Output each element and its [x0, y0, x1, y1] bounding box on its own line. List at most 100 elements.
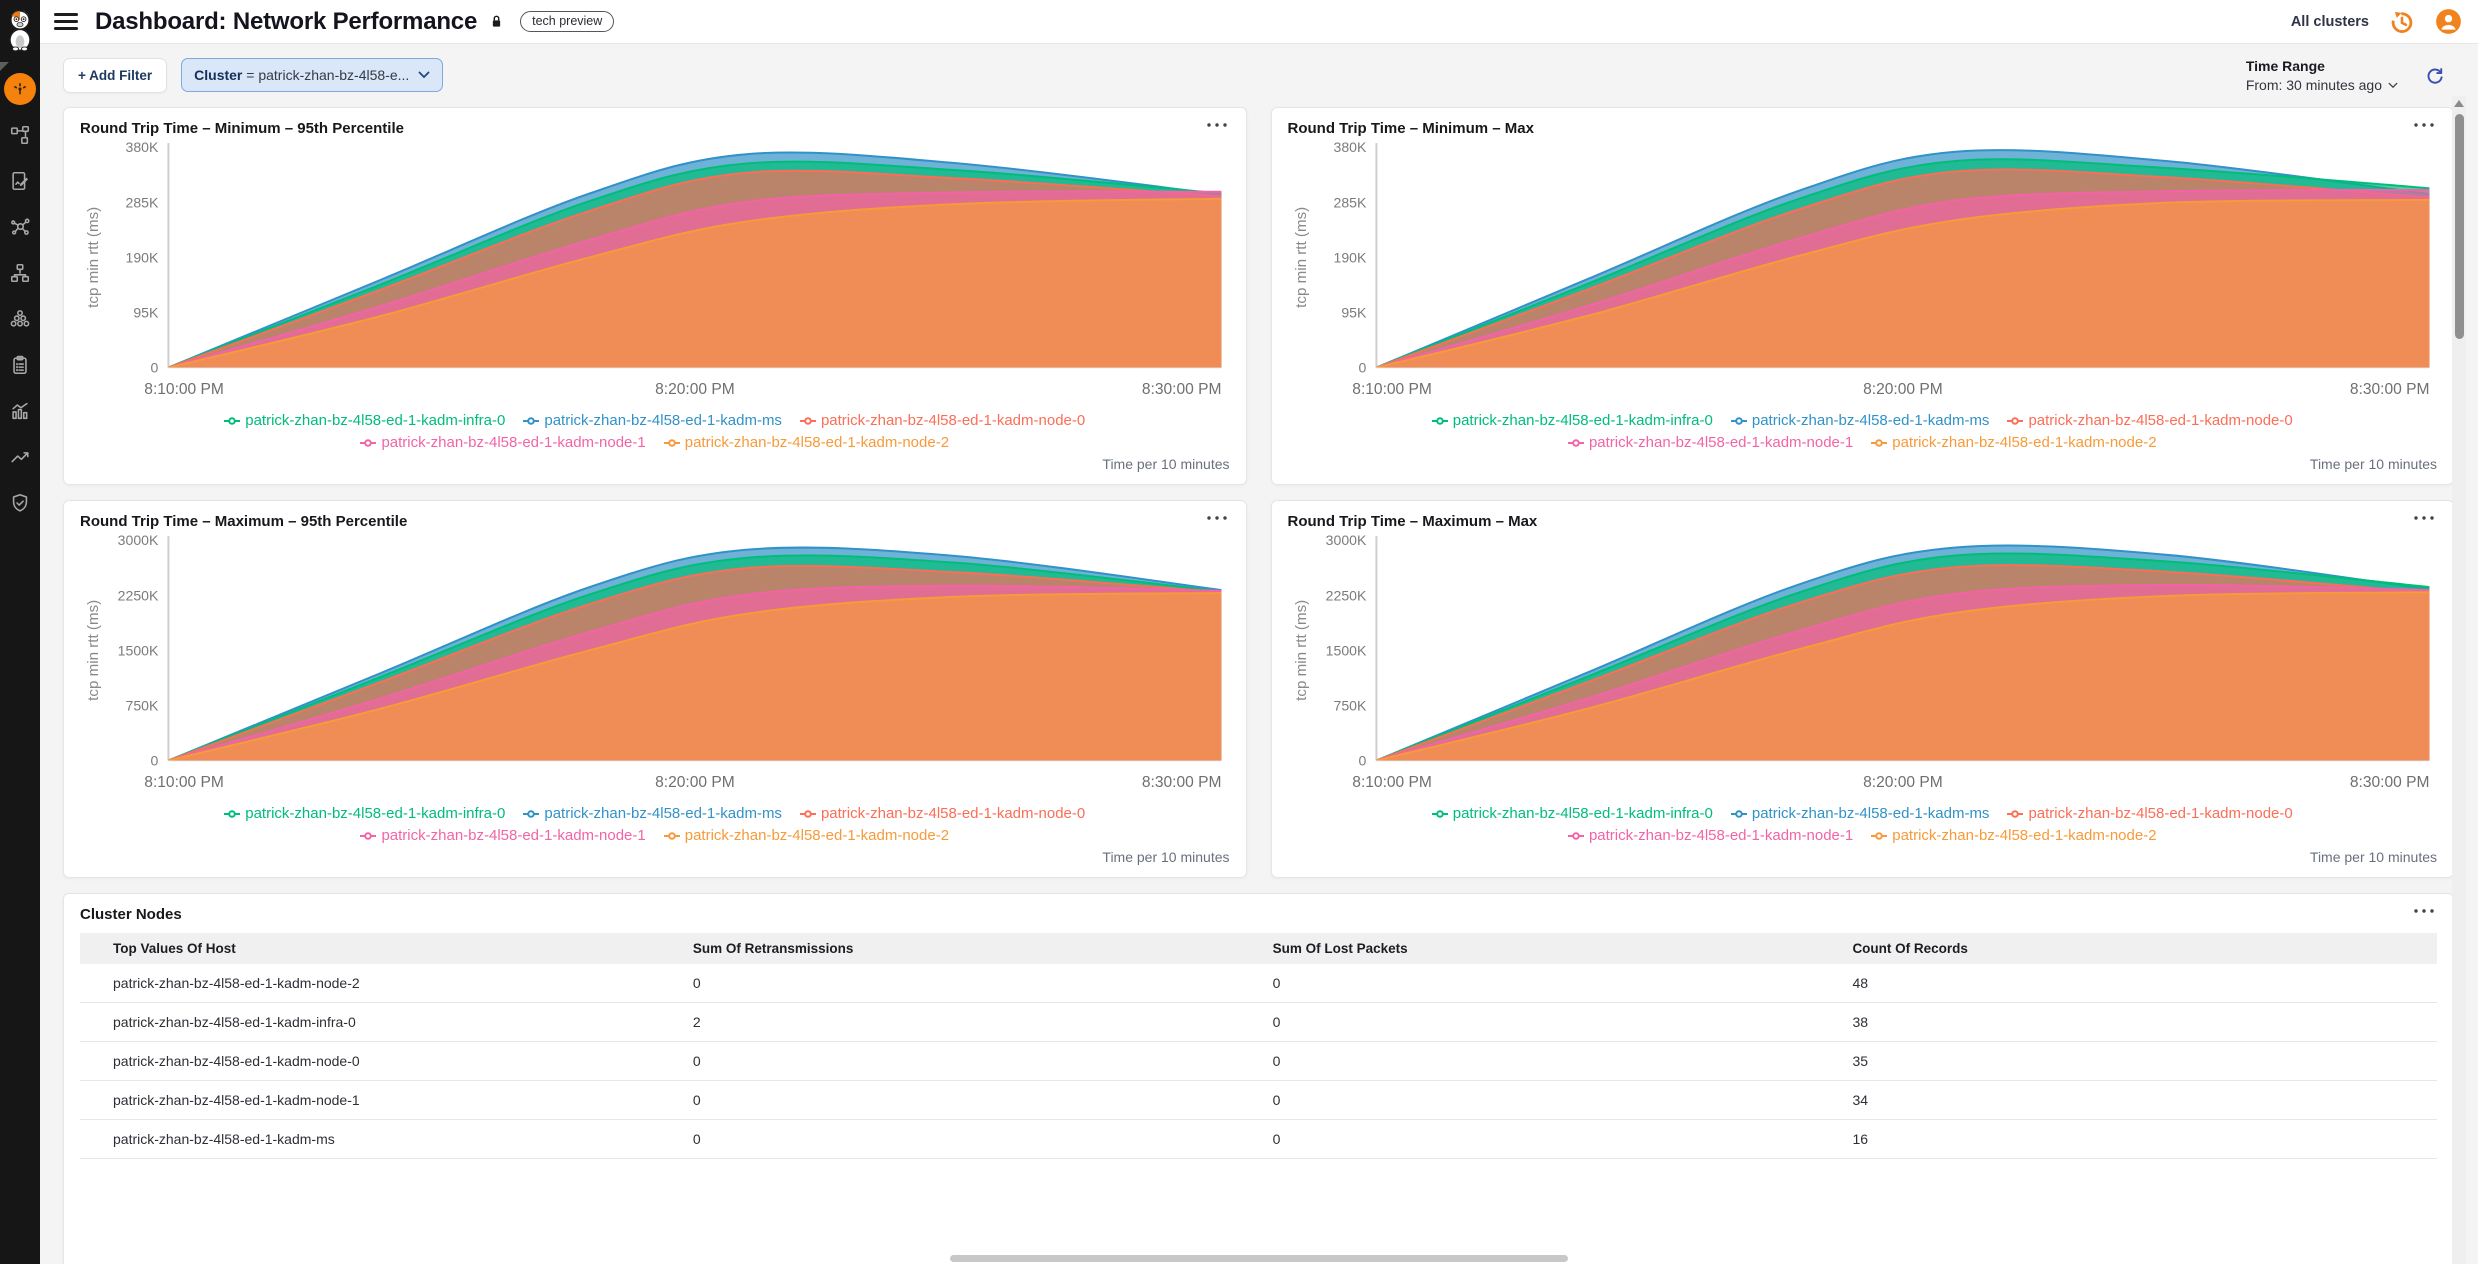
svg-text:380K: 380K — [1333, 139, 1366, 155]
legend-marker-icon — [2007, 810, 2024, 818]
legend-item[interactable]: patrick-zhan-bz-4l58-ed-1-kadm-ms — [1730, 410, 1990, 432]
area-chart[interactable]: 380K 285K 190K 95K 0 tcp min rtt (ms) 8:10:00 … — [1288, 137, 2438, 410]
legend-item[interactable]: patrick-zhan-bz-4l58-ed-1-kadm-ms — [1730, 803, 1989, 825]
legend-label: patrick-zhan-bz-4l58-ed-1-kadm-node-2 — [1892, 434, 2157, 451]
legend-item[interactable]: patrick-zhan-bz-4l58-ed-1-kadm-node-2 — [663, 825, 949, 847]
legend-item[interactable]: patrick-zhan-bz-4l58-ed-1-kadm-node-0 — [2007, 410, 2293, 432]
legend-item[interactable]: patrick-zhan-bz-4l58-ed-1-kadm-node-2 — [1871, 432, 2157, 454]
scrollbar-up-arrow[interactable] — [2454, 100, 2464, 107]
top-header: Dashboard: Network Performance tech prev… — [40, 0, 2478, 44]
legend-item[interactable]: patrick-zhan-bz-4l58-ed-1-kadm-node-1 — [1567, 432, 1853, 454]
legend-item[interactable]: patrick-zhan-bz-4l58-ed-1-kadm-node-1 — [360, 432, 646, 454]
legend-item[interactable]: patrick-zhan-bz-4l58-ed-1-kadm-infra-0 — [224, 410, 505, 432]
svg-text:95K: 95K — [1341, 304, 1367, 320]
add-filter-button[interactable]: + Add Filter — [63, 58, 168, 93]
clipboard-icon — [13, 355, 27, 375]
legend-item[interactable]: patrick-zhan-bz-4l58-ed-1-kadm-node-0 — [799, 410, 1085, 432]
table-cell: 0 — [659, 1080, 1240, 1120]
refresh-icon[interactable] — [2424, 65, 2446, 87]
panel-menu-button[interactable] — [1204, 120, 1230, 130]
cat-logo[interactable] — [2, 6, 38, 54]
legend-label: patrick-zhan-bz-4l58-ed-1-kadm-ms — [1751, 412, 1990, 429]
vertical-scrollbar-thumb[interactable] — [2454, 114, 2464, 339]
sidebar-item-inventory[interactable] — [0, 342, 40, 388]
table-cell: 0 — [1239, 1041, 1820, 1081]
sidebar-item-correlation[interactable] — [0, 204, 40, 250]
sidebar-item-reports[interactable] — [0, 158, 40, 204]
chart-panel: Round Trip Time – Maximum – 95th Percent… — [63, 500, 1247, 878]
all-clusters-selector[interactable]: All clusters — [2290, 13, 2369, 30]
shield-check-icon — [12, 493, 28, 512]
svg-text:380K: 380K — [126, 139, 159, 155]
history-icon[interactable] — [2389, 9, 2415, 35]
panel-menu-button[interactable] — [2411, 120, 2437, 130]
legend-marker-icon — [799, 810, 816, 818]
sidebar-item-security[interactable] — [0, 480, 40, 526]
charts-grid: Round Trip Time – Minimum – 95th Percent… — [63, 107, 2454, 878]
panel-menu-button[interactable] — [1204, 513, 1230, 523]
panel-menu-button[interactable] — [2411, 513, 2437, 523]
legend-item[interactable]: patrick-zhan-bz-4l58-ed-1-kadm-infra-0 — [1431, 803, 1713, 825]
legend-item[interactable]: patrick-zhan-bz-4l58-ed-1-kadm-ms — [523, 803, 782, 825]
table-column-header: Top Values Of Host — [80, 933, 660, 964]
menu-icon[interactable] — [54, 13, 78, 30]
sidebar-item-metrics[interactable] — [0, 388, 40, 434]
svg-text:8:30:00 PM: 8:30:00 PM — [1142, 381, 1222, 398]
legend-marker-icon — [663, 439, 680, 447]
svg-text:8:30:00 PM: 8:30:00 PM — [2349, 774, 2429, 791]
sidebar-item-topology[interactable] — [0, 112, 40, 158]
legend-item[interactable]: patrick-zhan-bz-4l58-ed-1-kadm-ms — [523, 410, 782, 432]
chevron-down-icon — [2388, 82, 2398, 88]
table-cell: 0 — [1239, 1002, 1820, 1042]
table-cell: 0 — [1239, 1119, 1820, 1159]
legend-marker-icon — [523, 810, 540, 818]
legend-label: patrick-zhan-bz-4l58-ed-1-kadm-node-2 — [1892, 827, 2157, 844]
table-cell: 34 — [1819, 1080, 2437, 1120]
svg-text:8:10:00 PM: 8:10:00 PM — [1352, 381, 1432, 398]
table-cell: 35 — [1819, 1041, 2437, 1081]
table-cell: patrick-zhan-bz-4l58-ed-1-kadm-node-2 — [80, 964, 660, 1003]
svg-text:2250K: 2250K — [118, 587, 159, 603]
sidebar-item-node-cluster[interactable] — [0, 296, 40, 342]
chart-title: Round Trip Time – Minimum – 95th Percent… — [80, 120, 404, 137]
horizontal-scrollbar-thumb[interactable] — [950, 1255, 1568, 1262]
filter-value: = patrick-zhan-bz-4l58-e... — [246, 67, 410, 83]
legend-item[interactable]: patrick-zhan-bz-4l58-ed-1-kadm-node-2 — [1871, 825, 2157, 847]
legend-item[interactable]: patrick-zhan-bz-4l58-ed-1-kadm-infra-0 — [1431, 410, 1713, 432]
main-area: Dashboard: Network Performance tech prev… — [40, 0, 2478, 1264]
dashboard-content: + Add Filter Cluster = patrick-zhan-bz-4… — [40, 44, 2478, 1264]
legend-label: patrick-zhan-bz-4l58-ed-1-kadm-node-1 — [381, 434, 646, 451]
legend-item[interactable]: patrick-zhan-bz-4l58-ed-1-kadm-node-2 — [663, 432, 949, 454]
area-chart[interactable]: 3000K 2250K 1500K 750K 0 tcp min rtt (ms) 8:10… — [1288, 530, 2438, 803]
table-cell: 0 — [659, 1119, 1240, 1159]
sidebar-item-trends[interactable] — [0, 434, 40, 480]
legend-marker-icon — [1730, 417, 1747, 425]
user-avatar-icon[interactable] — [2435, 8, 2462, 35]
time-range-label: Time Range — [2245, 58, 2325, 74]
area-chart[interactable]: 3000K 2250K 1500K 750K 0 tcp min rtt (ms) 8:10… — [80, 530, 1230, 803]
tech-preview-badge: tech preview — [520, 11, 615, 32]
area-chart[interactable]: 380K 285K 190K 95K 0 tcp min rtt (ms) 8:10:00 … — [80, 137, 1230, 410]
legend-item[interactable]: patrick-zhan-bz-4l58-ed-1-kadm-node-1 — [360, 825, 646, 847]
legend-label: patrick-zhan-bz-4l58-ed-1-kadm-infra-0 — [245, 805, 506, 822]
time-range-value[interactable]: From: 30 minutes ago — [2246, 77, 2398, 93]
legend-item[interactable]: patrick-zhan-bz-4l58-ed-1-kadm-node-0 — [2007, 803, 2293, 825]
panel-menu-button[interactable] — [2411, 906, 2437, 916]
legend-item[interactable]: patrick-zhan-bz-4l58-ed-1-kadm-node-0 — [799, 803, 1085, 825]
legend-label: patrick-zhan-bz-4l58-ed-1-kadm-ms — [544, 412, 782, 429]
svg-text:285K: 285K — [126, 194, 159, 210]
sidebar-item-dashboards[interactable] — [0, 66, 40, 112]
chart-legend: patrick-zhan-bz-4l58-ed-1-kadm-infra-0 pa… — [80, 410, 1230, 454]
sidebar-item-sitemap[interactable] — [0, 250, 40, 296]
filter-bar: + Add Filter Cluster = patrick-zhan-bz-4… — [63, 58, 2454, 93]
table-row: patrick-zhan-bz-4l58-ed-1-kadm-ms 0 0 16 — [80, 1119, 2437, 1159]
table-cell: 0 — [1239, 1080, 1820, 1120]
cluster-filter-pill[interactable]: Cluster = patrick-zhan-bz-4l58-e... — [181, 58, 444, 92]
legend-item[interactable]: patrick-zhan-bz-4l58-ed-1-kadm-infra-0 — [224, 803, 505, 825]
node-cluster-icon — [10, 310, 30, 327]
table-cell: 0 — [659, 964, 1240, 1003]
legend-item[interactable]: patrick-zhan-bz-4l58-ed-1-kadm-node-1 — [1567, 825, 1853, 847]
svg-text:1500K: 1500K — [1325, 642, 1366, 658]
legend-marker-icon — [663, 832, 680, 840]
chart-panel: Round Trip Time – Minimum – Max 380K 285K… — [1270, 107, 2454, 485]
